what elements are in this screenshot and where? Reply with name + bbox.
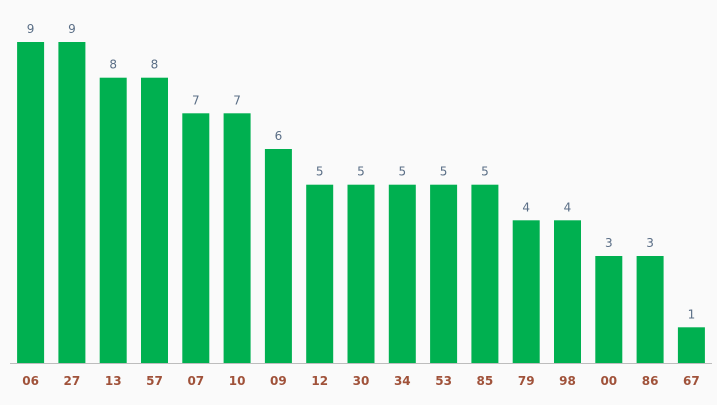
category-label-98: 98 — [559, 374, 576, 388]
bar-12 — [306, 184, 334, 363]
value-label-13: 8 — [109, 58, 117, 72]
value-label-09: 6 — [275, 129, 283, 143]
value-label-98: 4 — [564, 200, 572, 214]
value-label-67: 1 — [688, 307, 696, 321]
bar-10 — [223, 113, 251, 363]
category-label-53: 53 — [435, 374, 452, 388]
category-label-34: 34 — [394, 374, 411, 388]
category-label-85: 85 — [477, 374, 494, 388]
category-labels-group: 06 27 13 57 07 10 09 12 30 34 53 85 79 98 00 86 67 — [22, 374, 700, 388]
category-label-12: 12 — [311, 374, 328, 388]
bar-13 — [99, 77, 127, 363]
category-label-06: 06 — [22, 374, 39, 388]
bar-06 — [17, 42, 45, 363]
value-label-10: 7 — [233, 93, 241, 107]
bar-57 — [141, 77, 168, 363]
value-label-30: 5 — [357, 165, 365, 179]
bar-34 — [388, 184, 416, 363]
value-label-06: 9 — [27, 22, 35, 36]
bar-07 — [182, 113, 210, 363]
value-label-57: 8 — [151, 58, 159, 72]
category-label-09: 09 — [270, 374, 287, 388]
category-label-67: 67 — [683, 374, 700, 388]
value-label-00: 3 — [605, 236, 613, 250]
bar-09 — [264, 149, 292, 363]
bar-67 — [677, 327, 705, 363]
value-label-53: 5 — [440, 165, 448, 179]
value-label-85: 5 — [481, 165, 489, 179]
bar-85 — [471, 184, 499, 363]
bar-53 — [430, 184, 458, 363]
category-label-86: 86 — [642, 374, 659, 388]
category-label-79: 79 — [518, 374, 535, 388]
category-label-00: 00 — [600, 374, 617, 388]
bar-79 — [512, 220, 540, 363]
category-label-30: 30 — [353, 374, 370, 388]
bar-86 — [636, 256, 664, 363]
bars-group — [17, 42, 705, 363]
bar-27 — [58, 42, 86, 363]
bar-00 — [595, 256, 623, 363]
value-label-12: 5 — [316, 165, 324, 179]
value-label-34: 5 — [398, 165, 406, 179]
value-label-79: 4 — [522, 200, 530, 214]
bar-98 — [554, 220, 581, 363]
category-label-10: 10 — [229, 374, 246, 388]
category-label-13: 13 — [105, 374, 122, 388]
value-label-27: 9 — [68, 22, 76, 36]
value-labels-group: 9 9 8 8 7 7 6 5 5 5 5 5 4 4 3 3 1 — [27, 22, 695, 321]
category-label-07: 07 — [187, 374, 204, 388]
bar-30 — [347, 184, 375, 363]
value-label-86: 3 — [646, 236, 654, 250]
category-label-27: 27 — [64, 374, 81, 388]
category-label-57: 57 — [146, 374, 163, 388]
value-label-07: 7 — [192, 93, 200, 107]
